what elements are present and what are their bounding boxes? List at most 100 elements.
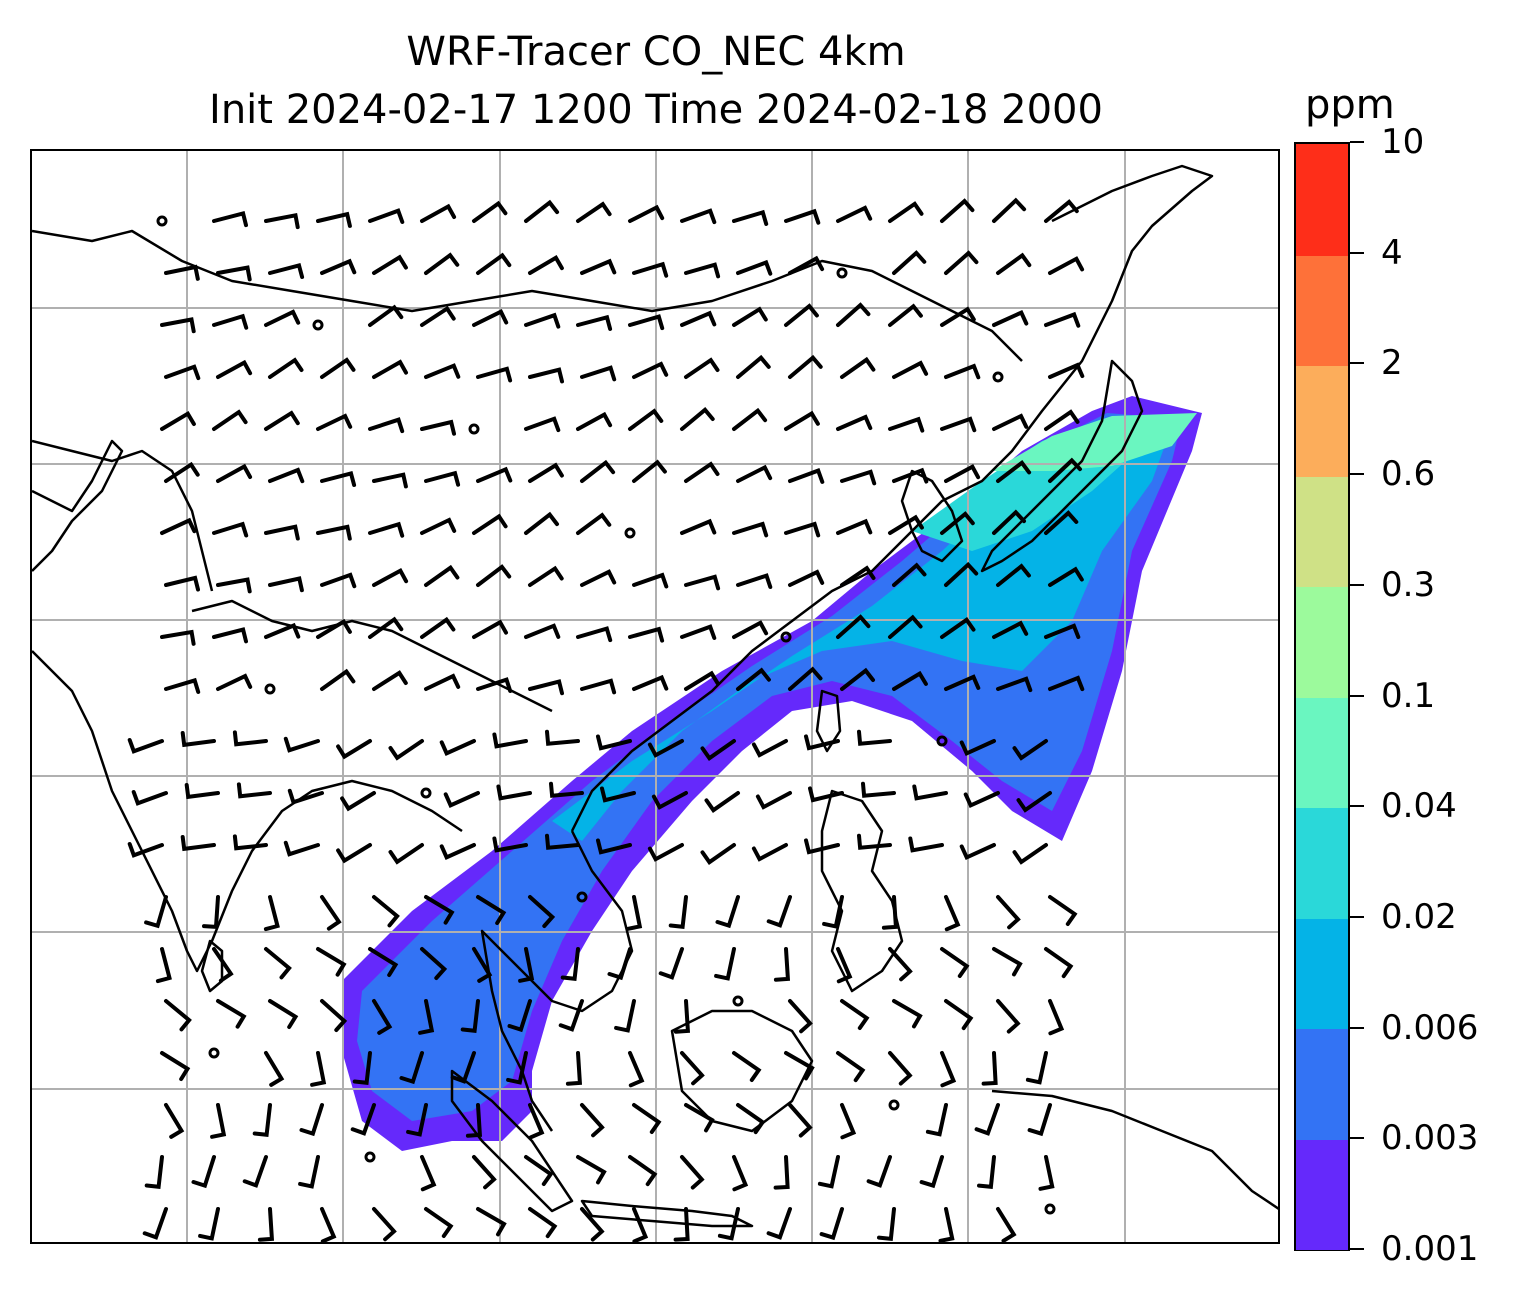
wind-barb <box>506 1051 528 1085</box>
wind-barb <box>268 262 305 279</box>
wind-barb <box>840 999 870 1030</box>
wind-barb <box>788 468 825 484</box>
wind-barb <box>476 677 513 693</box>
wind-barb <box>857 833 892 850</box>
wind-barb <box>472 309 509 327</box>
wind-barb <box>216 577 252 594</box>
wind-barb <box>399 1051 424 1085</box>
wind-barb <box>580 1207 605 1242</box>
wind-barbs <box>127 197 1085 1242</box>
colorbar-tick-label: 0.04 <box>1381 786 1457 827</box>
wind-barb <box>264 410 300 431</box>
coastline-sumatra <box>450 1069 574 1213</box>
wind-barb <box>732 620 769 639</box>
wind-barb <box>736 1103 766 1135</box>
wind-barb-calm <box>420 787 432 799</box>
wind-barb <box>164 677 201 694</box>
wind-barb <box>264 947 292 980</box>
wind-barb <box>1048 256 1085 275</box>
coastline-korea <box>900 469 964 563</box>
wind-barb <box>528 1103 545 1140</box>
wind-barb <box>836 1051 866 1083</box>
wind-barb-calm <box>1044 1203 1056 1215</box>
wind-barb <box>888 201 924 223</box>
wind-barb <box>804 838 840 855</box>
colorbar-segment-8 <box>1296 254 1348 366</box>
wind-barb <box>198 1207 220 1241</box>
wind-barb <box>647 739 684 758</box>
wind-barb <box>888 303 923 327</box>
wind-barb <box>576 1155 607 1185</box>
wind-barb <box>580 1103 605 1138</box>
wind-barb <box>1048 457 1082 483</box>
wind-barb <box>992 509 1026 535</box>
wind-barb <box>545 833 580 850</box>
wind-barb <box>368 521 405 538</box>
wind-barb <box>684 574 721 591</box>
wind-barb <box>1044 947 1074 979</box>
wind-barb <box>808 786 844 803</box>
wind-barb <box>299 1103 324 1137</box>
wind-barb <box>1048 566 1084 587</box>
wind-barb <box>160 1051 191 1081</box>
wind-barb <box>784 1051 815 1081</box>
wind-barb <box>420 203 457 223</box>
wind-barb <box>212 409 248 431</box>
wind-barb <box>160 410 196 431</box>
wind-barb-calm <box>264 683 276 695</box>
colorbar-tick-label: 4 <box>1381 232 1403 273</box>
wind-barb <box>439 739 476 756</box>
wind-barb <box>476 366 513 383</box>
wind-barb <box>352 1051 372 1086</box>
wind-barb <box>628 626 665 643</box>
wind-barb <box>388 739 424 761</box>
wind-barb <box>368 304 404 327</box>
wind-barb <box>460 999 480 1034</box>
wind-barb <box>892 360 929 379</box>
wind-barb <box>528 679 564 696</box>
wind-barb-calm <box>936 735 948 747</box>
wind-barb <box>450 1051 476 1084</box>
wind-barb <box>496 784 532 801</box>
wind-barb-calm <box>732 995 744 1007</box>
wind-barb <box>836 302 871 327</box>
wind-barb <box>996 895 1021 930</box>
wind-barb <box>424 564 460 587</box>
map-title-line1: WRF-Tracer CO_NEC 4km <box>406 29 906 75</box>
wind-barb <box>263 895 280 932</box>
wind-barb <box>472 513 508 535</box>
colorbar-tick-label: 0.3 <box>1381 564 1436 605</box>
wind-barb-calm <box>364 1151 376 1163</box>
wind-barb <box>424 363 461 379</box>
wind-barb <box>524 416 561 433</box>
wind-barb <box>368 208 405 224</box>
wind-barb <box>368 417 405 434</box>
wind-barb <box>736 259 773 276</box>
wind-barb <box>751 739 788 758</box>
colorbar-tick <box>1350 805 1364 808</box>
wind-barb <box>888 416 925 433</box>
wind-barb <box>142 1207 168 1240</box>
coastline-borneo <box>670 1009 814 1133</box>
colorbar-tick-label: 0.1 <box>1381 675 1436 716</box>
colorbar-tick-label: 0.02 <box>1381 896 1457 937</box>
wind-barb <box>507 999 532 1033</box>
wind-barb <box>784 521 821 538</box>
wind-barb <box>736 464 773 483</box>
wind-barb <box>576 201 612 223</box>
wind-barb <box>715 895 740 929</box>
wind-barb <box>628 204 665 223</box>
wind-barb <box>940 511 975 535</box>
wind-barb <box>944 363 981 380</box>
wind-barb <box>996 1207 1017 1242</box>
wind-barb <box>268 576 304 593</box>
wind-barb <box>576 314 613 331</box>
wind-barb <box>912 784 948 801</box>
wind-barb <box>528 895 556 928</box>
wind-barb <box>614 999 636 1033</box>
wind-barb <box>784 303 819 327</box>
wind-barb <box>680 208 717 225</box>
wind-barb <box>628 314 665 331</box>
coastline-arabia <box>32 439 124 572</box>
map-canvas <box>32 151 1278 1242</box>
